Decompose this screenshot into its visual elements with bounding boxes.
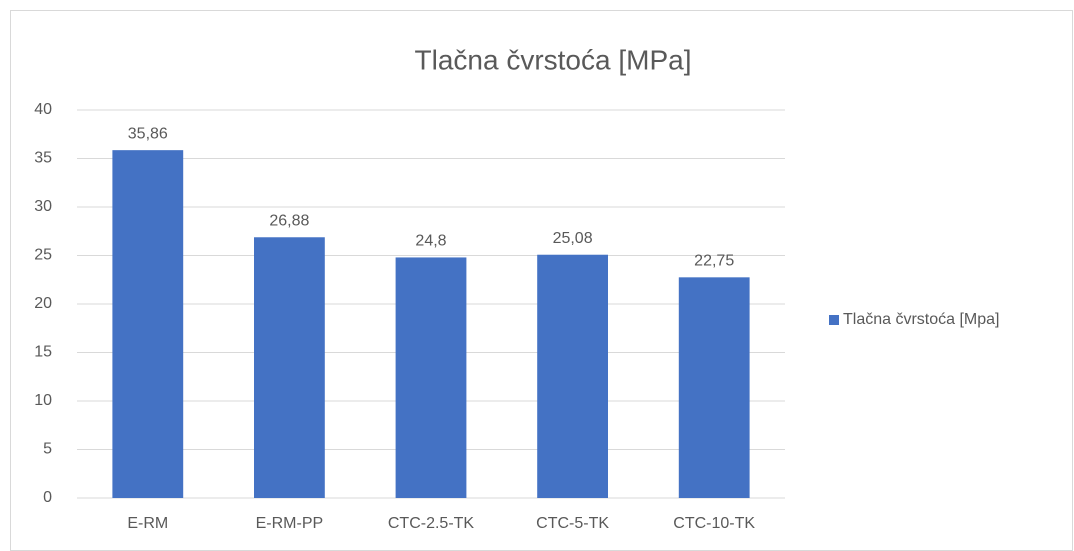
bar [254, 237, 325, 498]
bar [112, 150, 184, 498]
legend-label: Tlačna čvrstoća [Mpa] [843, 311, 1000, 328]
data-label: 25,08 [553, 230, 593, 247]
y-tick-label: 35 [34, 150, 52, 167]
legend-swatch [829, 315, 839, 325]
y-tick-label: 25 [34, 247, 52, 264]
bar [537, 254, 608, 498]
bar [395, 257, 467, 498]
bar [678, 277, 750, 498]
x-tick-label: E-RM [127, 515, 168, 532]
y-tick-label: 15 [34, 344, 52, 361]
y-tick-label: 10 [34, 392, 52, 409]
x-tick-label: CTC-10-TK [673, 515, 755, 532]
data-label: 35,86 [128, 125, 168, 142]
y-tick-label: 40 [34, 101, 52, 118]
chart-title: Tlačna čvrstoća [MPa] [415, 44, 692, 75]
data-label: 24,8 [415, 233, 446, 250]
data-label: 22,75 [694, 253, 734, 270]
x-tick-label: CTC-5-TK [536, 515, 609, 532]
y-tick-label: 30 [34, 198, 52, 215]
y-tick-label: 0 [43, 489, 52, 506]
data-label: 26,88 [269, 212, 309, 229]
x-tick-label: CTC-2.5-TK [388, 515, 475, 532]
x-tick-label: E-RM-PP [256, 515, 324, 532]
y-tick-label: 5 [43, 441, 52, 458]
y-tick-label: 20 [34, 295, 52, 312]
